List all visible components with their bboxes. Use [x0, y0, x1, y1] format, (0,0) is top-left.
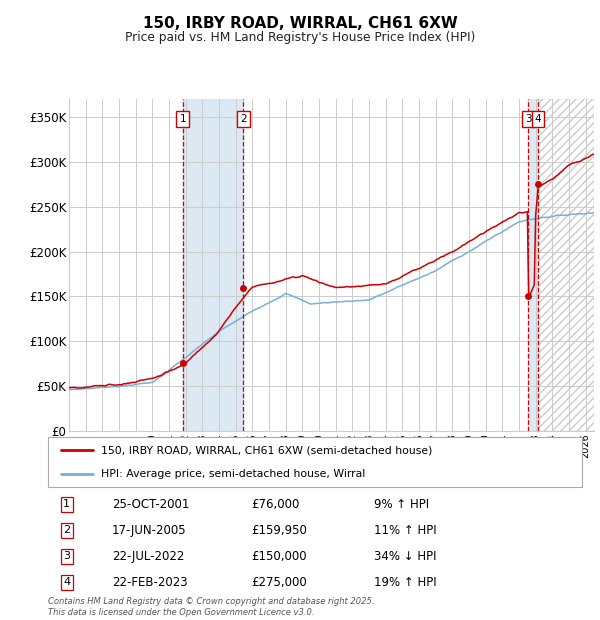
- Bar: [182, 99, 244, 431]
- Text: 19% ↑ HPI: 19% ↑ HPI: [374, 576, 436, 589]
- Text: 25-OCT-2001: 25-OCT-2001: [112, 498, 190, 511]
- Text: 2: 2: [63, 525, 70, 535]
- Text: 150, IRBY ROAD, WIRRAL, CH61 6XW (semi-detached house): 150, IRBY ROAD, WIRRAL, CH61 6XW (semi-d…: [101, 446, 433, 456]
- Text: 150, IRBY ROAD, WIRRAL, CH61 6XW: 150, IRBY ROAD, WIRRAL, CH61 6XW: [143, 16, 457, 30]
- Text: 11% ↑ HPI: 11% ↑ HPI: [374, 524, 436, 537]
- Text: 9% ↑ HPI: 9% ↑ HPI: [374, 498, 429, 511]
- Text: 34% ↓ HPI: 34% ↓ HPI: [374, 550, 436, 563]
- Text: 2: 2: [240, 114, 247, 124]
- Text: £150,000: £150,000: [251, 550, 307, 563]
- Text: Price paid vs. HM Land Registry's House Price Index (HPI): Price paid vs. HM Land Registry's House …: [125, 31, 475, 44]
- Bar: [538, 99, 594, 431]
- Text: 17-JUN-2005: 17-JUN-2005: [112, 524, 187, 537]
- Text: 22-JUL-2022: 22-JUL-2022: [112, 550, 184, 563]
- Text: £275,000: £275,000: [251, 576, 307, 589]
- Text: Contains HM Land Registry data © Crown copyright and database right 2025.
This d: Contains HM Land Registry data © Crown c…: [48, 598, 374, 617]
- Text: HPI: Average price, semi-detached house, Wirral: HPI: Average price, semi-detached house,…: [101, 469, 365, 479]
- FancyBboxPatch shape: [48, 437, 582, 487]
- Text: £76,000: £76,000: [251, 498, 299, 511]
- Text: 3: 3: [63, 551, 70, 561]
- Text: £159,950: £159,950: [251, 524, 307, 537]
- Text: 22-FEB-2023: 22-FEB-2023: [112, 576, 188, 589]
- Text: 3: 3: [525, 114, 532, 124]
- Text: 1: 1: [179, 114, 186, 124]
- Text: 1: 1: [63, 499, 70, 509]
- Text: 4: 4: [535, 114, 541, 124]
- Bar: [528, 99, 538, 431]
- Text: 4: 4: [63, 577, 70, 587]
